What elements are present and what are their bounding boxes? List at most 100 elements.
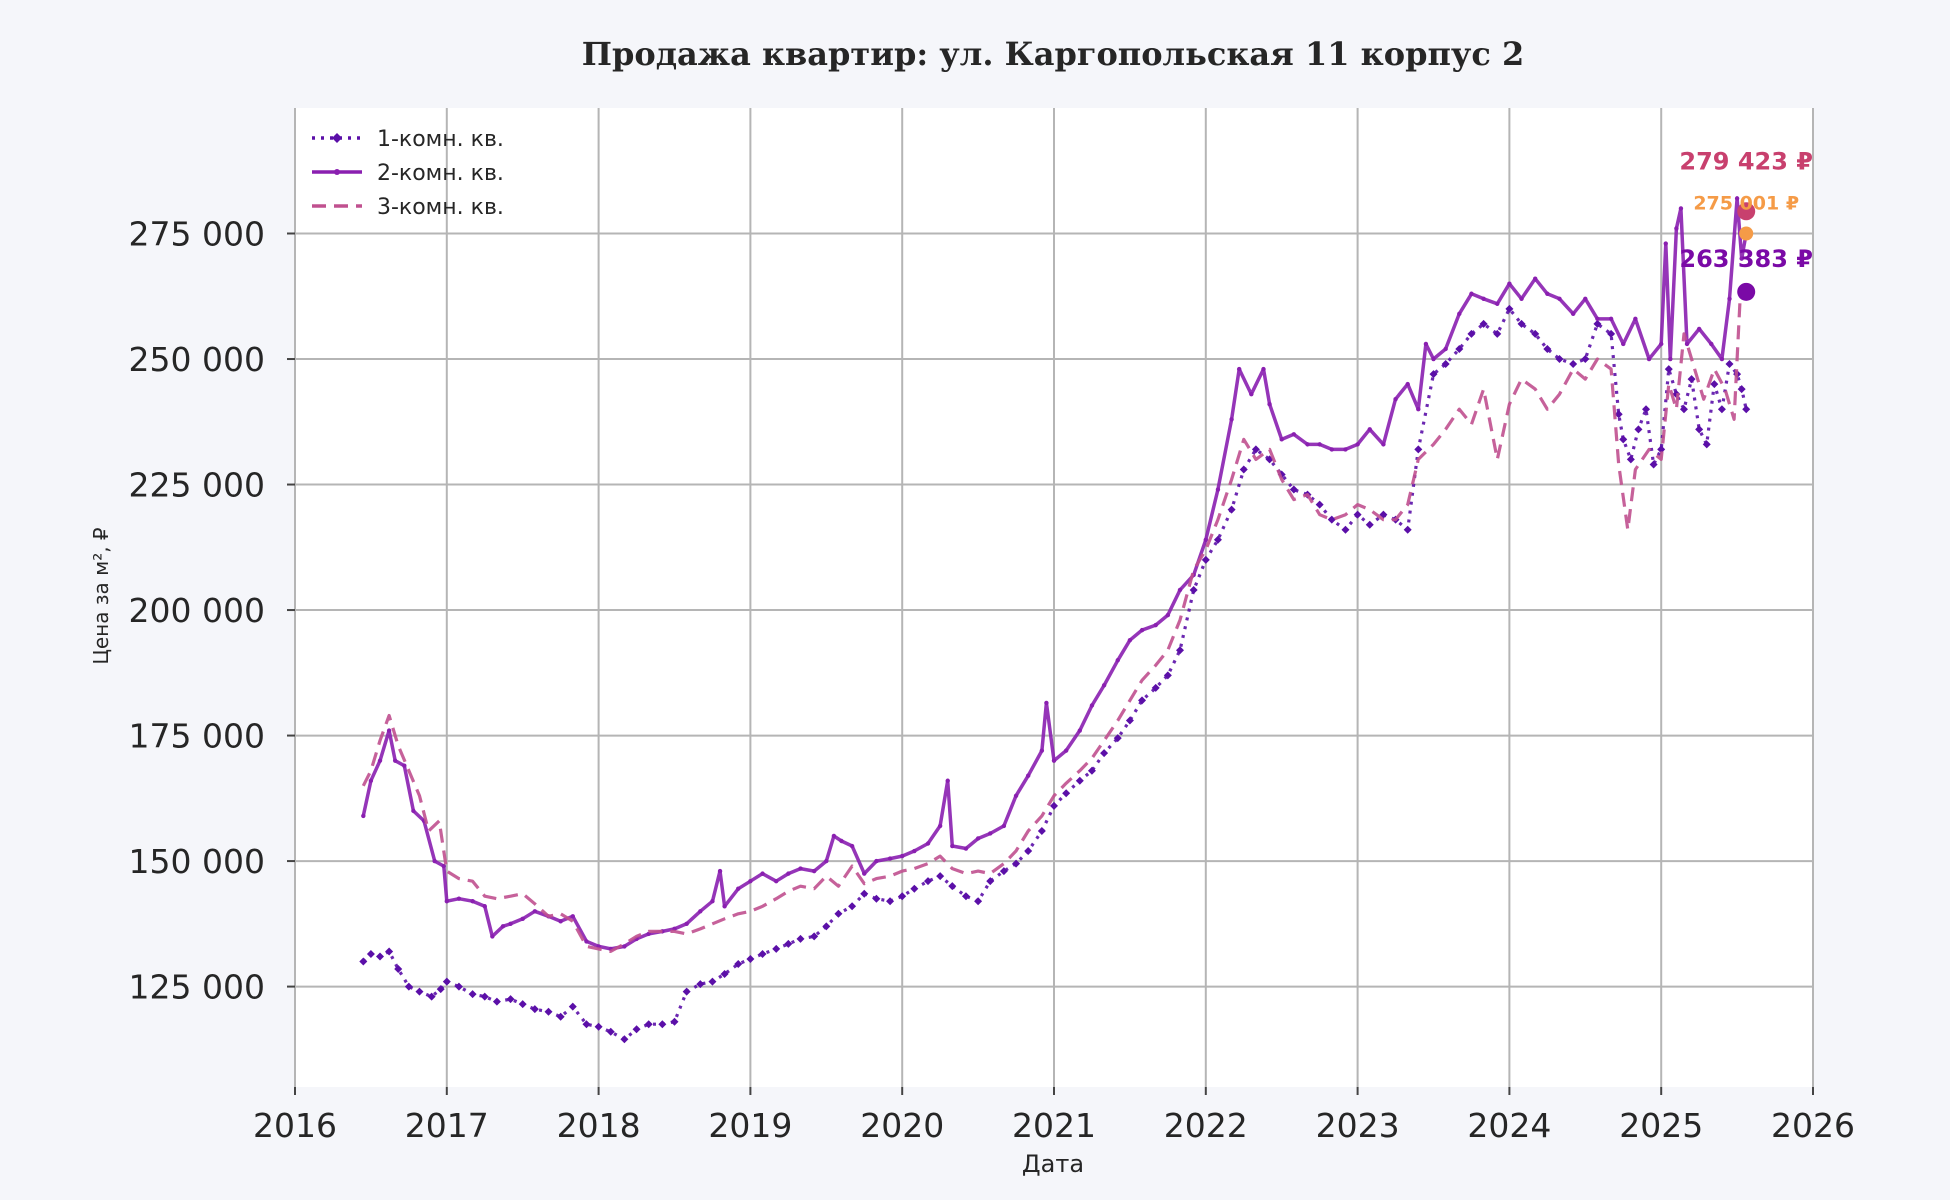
data-point-1 [822,922,831,931]
x-tick-label: 2026 [1771,1106,1855,1145]
legend-label-2: 2-комн. кв. [377,161,504,186]
data-point-1 [1619,435,1628,444]
y-tick-label: 175 000 [129,717,265,756]
data-point-1 [1189,585,1198,594]
data-point-1 [796,934,805,943]
end-marker-2 [1739,226,1754,241]
data-point-2 [1051,758,1057,763]
data-point-1 [1455,344,1464,353]
data-point-1 [1125,716,1134,725]
data-point-1 [1679,405,1688,414]
data-point-1 [696,980,705,989]
data-point-1 [1365,520,1374,529]
data-point-2 [1039,748,1045,753]
data-point-1 [1649,460,1658,469]
data-point-1 [1505,304,1514,313]
data-point-2 [1734,196,1740,201]
data-point-1 [1414,445,1423,454]
data-point-1 [1429,370,1438,379]
data-point-2 [1153,622,1158,628]
data-point-1 [772,944,781,953]
data-point-1 [442,977,451,986]
data-point-2 [1570,311,1576,317]
data-point-2 [1025,773,1031,778]
data-point-1 [1710,380,1719,389]
data-point-1 [415,987,424,996]
x-tick-label: 2019 [708,1106,792,1145]
data-point-2 [937,823,943,829]
data-point-2 [774,878,779,884]
data-point-2 [684,921,689,927]
data-point-1 [961,892,970,901]
data-point-1 [1725,360,1734,369]
x-tick-label: 2025 [1619,1106,1703,1145]
data-point-1 [1543,344,1552,353]
data-point-2 [849,843,855,849]
data-point-2 [1481,296,1486,301]
data-point-2 [402,763,407,768]
data-point-1 [746,954,755,963]
data-point-1 [1012,859,1021,868]
data-point-1 [376,952,385,961]
data-point-2 [1249,391,1254,397]
data-point-2 [1367,427,1372,432]
data-point-1 [1062,789,1071,798]
data-point-1 [1353,510,1362,519]
data-point-1 [1687,375,1696,384]
data-point-1 [708,977,717,986]
data-point-1 [1289,485,1298,494]
data-point-2 [988,831,993,836]
data-point-1 [436,985,445,994]
legend-marker-1 [332,133,342,143]
data-point-2 [1267,402,1272,407]
data-point-1 [834,909,843,918]
data-point-2 [824,858,829,864]
data-point-1 [898,892,907,901]
data-point-1 [1163,671,1172,680]
data-point-2 [558,919,563,924]
data-point-2 [736,886,741,891]
data-point-2 [1696,326,1702,332]
data-point-2 [1431,356,1436,362]
data-point-2 [386,728,392,733]
data-point-2 [722,904,727,909]
data-point-1 [784,939,793,948]
end-value-label-1: 279 423 ₽ [1679,147,1813,175]
data-point-2 [945,778,950,783]
end-value-label-2: 275 001 ₽ [1693,193,1799,215]
x-tick-label: 2018 [557,1106,641,1145]
data-point-2 [963,846,969,851]
x-tick-label: 2022 [1164,1106,1248,1145]
data-point-1 [860,889,869,898]
data-point-1 [480,992,489,1001]
data-point-2 [1709,341,1714,347]
data-point-2 [798,866,803,871]
data-point-1 [1555,355,1564,364]
data-point-2 [1678,206,1684,211]
data-point-2 [1261,366,1266,372]
data-point-2 [1013,793,1019,799]
data-point-1 [936,872,945,881]
data-point-2 [1595,316,1600,322]
data-point-2 [811,868,817,874]
data-point-1 [568,1002,577,1011]
legend-label-3: 3-комн. кв. [377,195,504,220]
data-point-1 [758,949,767,958]
data-point-1 [734,959,743,968]
data-point-1 [1024,847,1033,856]
data-point-2 [441,863,446,869]
data-point-1 [658,1020,667,1029]
data-point-1 [556,1012,565,1021]
data-point-2 [1393,396,1398,402]
data-point-2 [1381,442,1386,447]
y-tick-label: 225 000 [129,466,265,505]
data-point-2 [1557,296,1562,301]
data-point-1 [1607,329,1616,338]
data-point-2 [1727,296,1732,301]
data-point-2 [392,758,398,763]
data-point-2 [1139,627,1145,633]
data-point-1 [1664,365,1673,374]
y-axis-label: Цена за м², ₽ [89,527,113,665]
data-point-2 [1229,417,1234,422]
